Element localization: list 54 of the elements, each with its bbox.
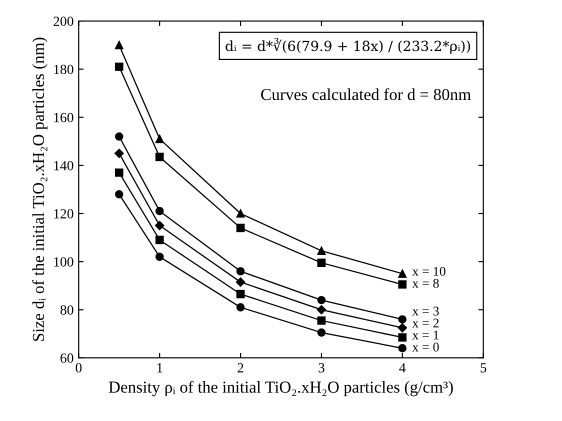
point (398, 269, 407, 278)
x-tick-label: 0 (76, 363, 82, 372)
series-label: x = 2 (412, 318, 439, 328)
annotation: Curves calculated for d = 80nm (261, 88, 471, 100)
point (317, 296, 326, 304)
y-tick-label: 120 (54, 209, 74, 218)
x-tick-label: 4 (399, 363, 406, 372)
point (155, 206, 164, 216)
x-axis-title: Density ρᵢ of the initial TiO₂.xH₂O particles (g/cm³) (108, 380, 453, 396)
point (317, 258, 326, 267)
y-tick-label: 200 (54, 16, 74, 26)
point (317, 316, 326, 325)
point (114, 40, 124, 50)
point (155, 236, 164, 244)
point (316, 305, 326, 314)
point (114, 190, 124, 198)
point (236, 209, 245, 218)
x-tick-label: 2 (238, 363, 244, 372)
y-tick-label: 140 (54, 160, 74, 170)
point (114, 168, 124, 177)
point (236, 303, 245, 312)
point (236, 224, 245, 232)
y-tick-label: 60 (60, 353, 74, 363)
point (236, 290, 245, 298)
y-tick-label: 80 (60, 305, 74, 315)
point (398, 280, 407, 289)
point (398, 344, 407, 352)
x-tick-label: 3 (318, 363, 324, 372)
annotation: dᵢ = d*∛(6(79.9 + 18x) / (233.2*ρᵢ)) (226, 38, 470, 54)
point (154, 220, 164, 230)
series-label: x = 8 (412, 278, 439, 288)
point (114, 132, 124, 141)
series-label: x = 10 (412, 266, 446, 276)
point (155, 152, 164, 162)
point (236, 267, 245, 276)
point (398, 323, 408, 332)
y-tick-label: 180 (54, 64, 74, 74)
series-label: x = 1 (412, 330, 439, 340)
point (155, 134, 164, 144)
series-label: x = 0 (412, 342, 439, 352)
point (398, 333, 407, 342)
y-tick-label: 100 (54, 257, 74, 267)
point (398, 315, 407, 324)
x-tick-label: 1 (157, 363, 162, 372)
x-tick-label: 5 (480, 363, 486, 372)
point (114, 62, 124, 71)
series-label: x = 3 (412, 306, 439, 316)
point (114, 148, 124, 158)
point (155, 252, 164, 261)
y-axis-title: Size dᵢ of the initial TiO₂.xH₂O particles (nm) (32, 38, 48, 341)
y-tick-label: 160 (54, 112, 74, 122)
point (317, 246, 326, 255)
point (317, 328, 326, 337)
point (236, 277, 246, 287)
